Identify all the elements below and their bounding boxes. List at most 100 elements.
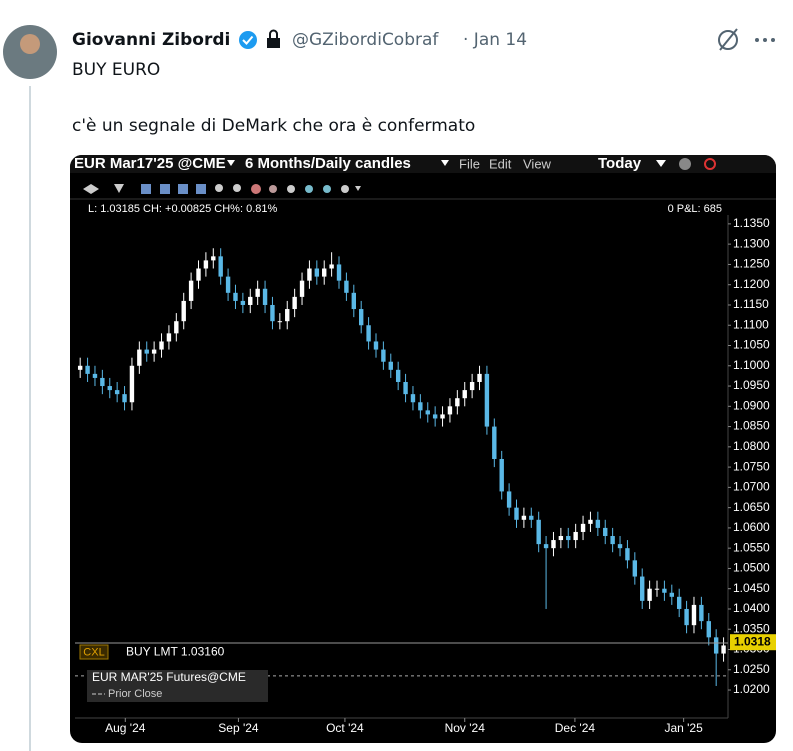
candle-body — [277, 321, 283, 323]
candle-body — [462, 390, 467, 399]
candle-body — [358, 309, 364, 326]
candle-body — [684, 608, 689, 626]
candle-body — [351, 292, 357, 310]
symbol: EUR Mar17'25 @CME — [74, 155, 226, 172]
candle-body — [225, 276, 231, 293]
author-handle[interactable]: @GZibordiCobraf — [292, 30, 439, 50]
candle-body — [107, 386, 112, 391]
chart-image[interactable]: EUR Mar17'25 @CME 6 Months/Daily candles… — [70, 155, 778, 743]
candle-body — [603, 527, 608, 537]
candle-body — [469, 381, 475, 391]
candle-body — [366, 325, 371, 342]
menu-item[interactable]: Edit — [489, 156, 512, 171]
candle-body — [307, 268, 312, 281]
author-name[interactable]: Giovanni Zibordi — [72, 30, 230, 50]
candle-body — [314, 268, 320, 277]
candle-body — [432, 414, 438, 419]
candle-body — [285, 309, 290, 322]
y-tick-label: 1.0200 — [733, 682, 770, 696]
chart-background — [70, 155, 776, 743]
grok-icon[interactable] — [718, 30, 738, 50]
dropdown-arrow — [227, 160, 235, 166]
candle-body — [188, 280, 194, 301]
candle-body — [536, 519, 541, 545]
legend-series: EUR MAR'25 Futures@CME — [92, 670, 246, 684]
candle-body — [418, 402, 423, 411]
candle-body — [299, 280, 305, 297]
chart-header-bar — [70, 155, 776, 173]
candle-body — [529, 515, 534, 520]
y-tick-label: 1.0600 — [733, 520, 770, 534]
candle-body — [699, 604, 704, 622]
candle-body — [566, 536, 571, 541]
settings-icon[interactable] — [679, 158, 691, 170]
candle-body — [151, 349, 157, 354]
candle-body — [196, 268, 201, 281]
y-tick-label: 1.0500 — [733, 561, 770, 575]
candle-body — [514, 507, 519, 520]
dropdown-arrow — [656, 160, 666, 167]
candle-body — [85, 365, 90, 374]
candle-body — [640, 576, 645, 601]
candle-body — [625, 548, 630, 561]
order-tag: CXL — [83, 646, 104, 658]
candle-body — [647, 588, 652, 601]
timeframe[interactable]: Today — [598, 155, 642, 172]
candle-body — [595, 519, 601, 528]
candle-body — [248, 296, 253, 305]
candle-body — [373, 341, 379, 350]
candle-body — [395, 369, 401, 382]
candle-body — [617, 544, 623, 549]
y-tick-label: 1.0700 — [733, 480, 770, 494]
candle-body — [166, 333, 172, 342]
y-tick-label: 1.1200 — [733, 277, 770, 291]
y-tick-label: 1.0950 — [733, 378, 770, 392]
candle-body — [521, 515, 527, 520]
candle-body — [499, 459, 504, 492]
candle-body — [174, 321, 179, 334]
candle-body — [440, 414, 445, 419]
y-tick-label: 1.0400 — [733, 601, 770, 615]
price-info: L: 1.03185 CH: +0.00825 CH%: 0.81% — [88, 203, 277, 215]
lock-icon — [267, 38, 280, 48]
candle-body — [506, 491, 512, 508]
avatar-face — [20, 34, 40, 54]
verified-check — [242, 35, 254, 45]
legend-prior-close: Prior Close — [108, 688, 162, 700]
grok-slash — [719, 28, 738, 51]
candle-body — [218, 256, 223, 277]
candle-body — [255, 288, 260, 297]
candle-body — [662, 588, 667, 593]
candle-body — [181, 300, 186, 322]
candle-body — [455, 398, 460, 407]
more-menu[interactable] — [755, 38, 775, 42]
candle-body — [211, 256, 216, 261]
candle-body — [336, 264, 342, 281]
candle-body — [122, 394, 127, 403]
candle-body — [240, 300, 246, 305]
candle-body — [484, 373, 490, 427]
link-icon[interactable] — [704, 158, 716, 170]
y-tick-label: 1.1250 — [733, 257, 770, 271]
candle-body — [676, 596, 682, 609]
candle-body — [669, 592, 674, 597]
candle-body — [144, 349, 149, 354]
candle-body — [691, 604, 697, 626]
y-tick-label: 1.1350 — [733, 216, 770, 230]
candle-body — [159, 341, 164, 350]
y-tick-label: 1.1000 — [733, 358, 770, 372]
y-tick-label: 1.1100 — [733, 317, 769, 331]
post-text: BUY EURO — [72, 60, 160, 80]
candle-body — [543, 544, 549, 549]
candle-body — [388, 361, 393, 370]
post-date[interactable]: · Jan 14 — [463, 30, 527, 50]
candle-body — [610, 536, 615, 545]
menu-item[interactable]: View — [523, 156, 552, 171]
menu-item[interactable]: File — [459, 156, 480, 171]
candle-body — [706, 621, 711, 638]
candle-body — [100, 377, 105, 387]
post-text: c'è un segnale di DeMark che ora è confe… — [72, 116, 475, 136]
candle-body — [477, 373, 482, 382]
x-tick-label: Nov '24 — [445, 721, 486, 735]
y-tick-label: 1.0900 — [733, 398, 770, 412]
